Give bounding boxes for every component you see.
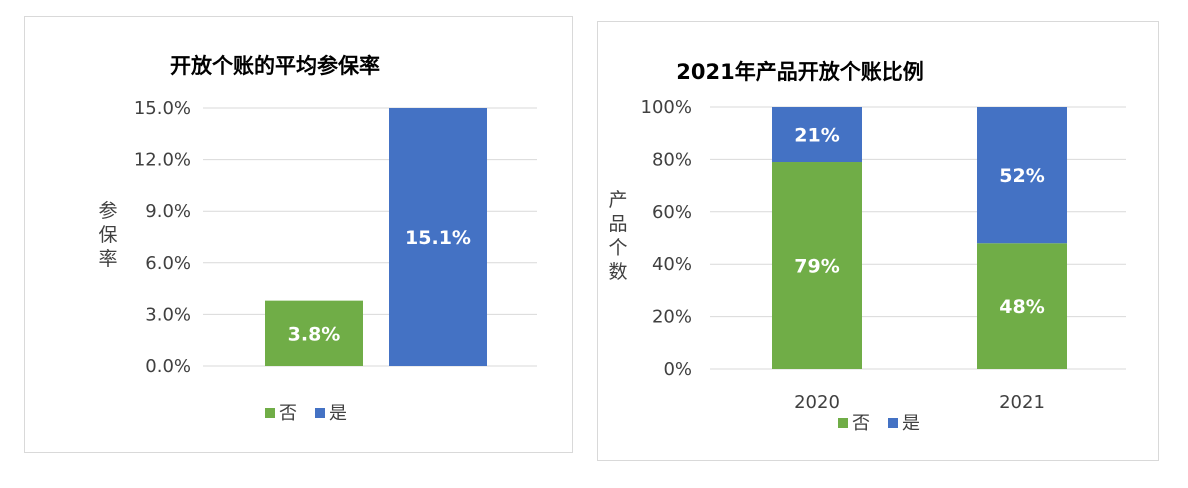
y-tick-label: 12.0% [134, 150, 191, 171]
chart2-svg: 2021年产品开放个账比例 0% 20% 40% 60% 80% 100% 产品个数 79… [608, 60, 1126, 434]
chart2-title: 2021年产品开放个账比例 [676, 60, 923, 84]
legend-label: 是 [902, 413, 920, 434]
data-label: 15.1% [405, 227, 471, 249]
legend-swatch-yes [888, 418, 898, 428]
data-label: 79% [794, 256, 839, 278]
y-tick-label: 100% [641, 97, 692, 118]
y-tick-label: 0.0% [145, 356, 191, 377]
legend-label: 否 [852, 413, 870, 434]
chart1-title: 开放个账的平均参保率 [170, 54, 380, 78]
y-tick-label: 15.0% [134, 98, 191, 119]
chart1-svg: 开放个账的平均参保率 0.0% 3.0% 6.0% 9.0% 12.0% 15.0% 参保… [98, 54, 537, 424]
data-label: 3.8% [288, 323, 341, 345]
legend-label: 是 [329, 403, 347, 424]
x-tick-label: 2020 [794, 392, 840, 413]
y-tick-label: 40% [652, 254, 692, 275]
legend-swatch-yes [315, 408, 325, 418]
chart2-y-axis-label: 产品个数 [608, 189, 627, 283]
legend-swatch-no [838, 418, 848, 428]
y-tick-label: 20% [652, 307, 692, 328]
bar-no [265, 300, 363, 366]
y-tick-label: 9.0% [145, 201, 191, 222]
legend-label: 否 [279, 403, 297, 424]
x-tick-label: 2021 [999, 392, 1045, 413]
bar-segment-yes [977, 107, 1067, 244]
chart1-y-axis-label: 参保率 [98, 200, 117, 270]
y-tick-label: 3.0% [145, 304, 191, 325]
y-tick-label: 6.0% [145, 253, 191, 274]
bar-segment-no [977, 243, 1067, 369]
bar-segment-yes [772, 107, 862, 163]
data-label: 48% [999, 296, 1044, 318]
y-tick-label: 0% [663, 359, 692, 380]
legend-swatch-no [265, 408, 275, 418]
data-label: 21% [794, 125, 839, 147]
chart-panel-avg-insured-rate: 开放个账的平均参保率 0.0% 3.0% 6.0% 9.0% 12.0% 15.0% 参保… [24, 16, 573, 453]
data-label: 52% [999, 165, 1044, 187]
bar-segment-no [772, 162, 862, 369]
y-tick-label: 60% [652, 202, 692, 223]
chart-panel-product-account-ratio: 2021年产品开放个账比例 0% 20% 40% 60% 80% 100% 产品个数 79… [597, 21, 1159, 461]
y-tick-label: 80% [652, 149, 692, 170]
bar-yes [389, 108, 487, 366]
